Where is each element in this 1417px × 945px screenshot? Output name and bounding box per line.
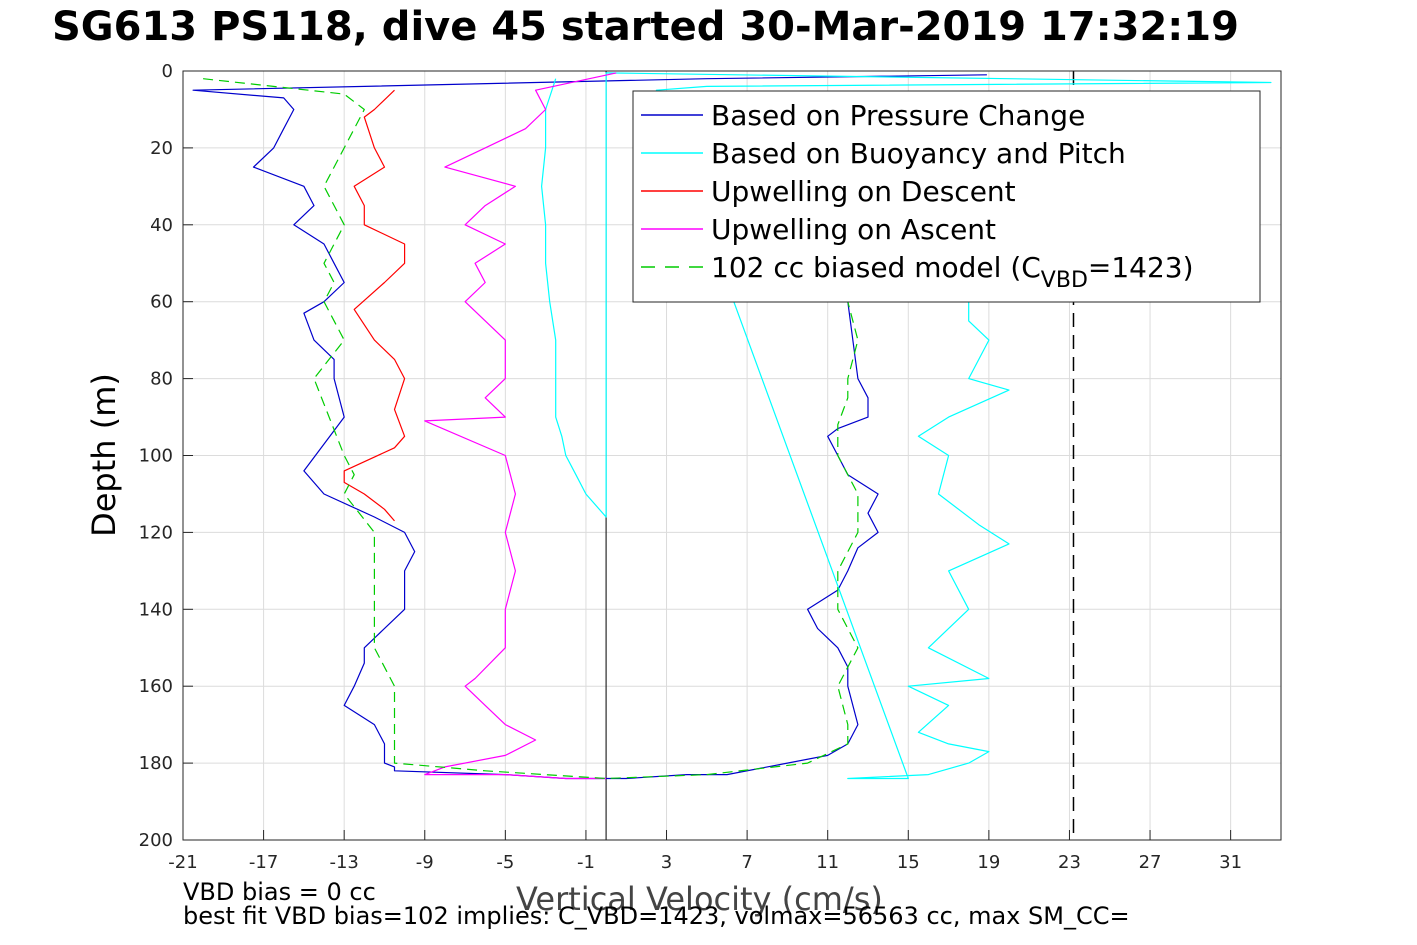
x-tick-label: 7 [741,852,752,873]
y-tick-label: 140 [139,599,173,620]
y-tick-label: 180 [139,753,173,774]
x-tick-label: 23 [1058,852,1081,873]
x-tick-label: 19 [977,852,1000,873]
x-tick-label: -9 [416,852,434,873]
legend-label: Upwelling on Descent [711,175,1016,208]
x-tick-label: -13 [329,852,358,873]
footer-vbd-bias: VBD bias = 0 cc [183,878,376,906]
x-tick-label: 15 [897,852,920,873]
y-tick-label: 160 [139,676,173,697]
y-tick-label: 60 [150,292,173,313]
y-tick-label: 0 [162,61,173,82]
series-line [540,72,1272,780]
y-tick-label: 40 [150,215,173,236]
y-axis-label: Depth (m) [85,373,123,537]
series-line [343,89,406,522]
x-tick-label: -5 [496,852,514,873]
legend-label: Upwelling on Ascent [711,213,996,246]
series-layer [192,72,1272,780]
legend-label: Based on Buoyancy and Pitch [711,137,1126,170]
x-tick-label: -1 [577,852,595,873]
series-line [203,78,859,780]
y-tick-label: 100 [139,446,173,467]
legend: Based on Pressure Change Based on Buoyanc… [632,90,1261,303]
y-tick-label: 120 [139,522,173,543]
x-tick-label: 3 [661,852,672,873]
legend-label: Based on Pressure Change [711,99,1085,132]
x-tick-label: -21 [168,852,197,873]
tick-layer: -21 -17 -13 -9 -5 -1 3 7 11 15 19 23 27 3102040608010… [139,61,1242,873]
x-axis-label: Vertical Velocity (cm/s) [516,880,883,918]
footer-best-fit: best fit VBD bias=102 implies: C_VBD=142… [183,902,1130,930]
x-tick-label: 31 [1219,852,1242,873]
x-tick-label: 11 [816,852,839,873]
chart-title: SG613 PS118, dive 45 started 30-Mar-2019… [52,4,1239,50]
series-line [424,72,617,780]
y-tick-label: 20 [150,138,173,159]
x-tick-label: -17 [249,852,278,873]
legend-box [632,90,1261,303]
y-tick-label: 80 [150,369,173,390]
series-line [192,74,987,780]
y-tick-label: 200 [139,830,173,851]
x-tick-label: 27 [1139,852,1162,873]
